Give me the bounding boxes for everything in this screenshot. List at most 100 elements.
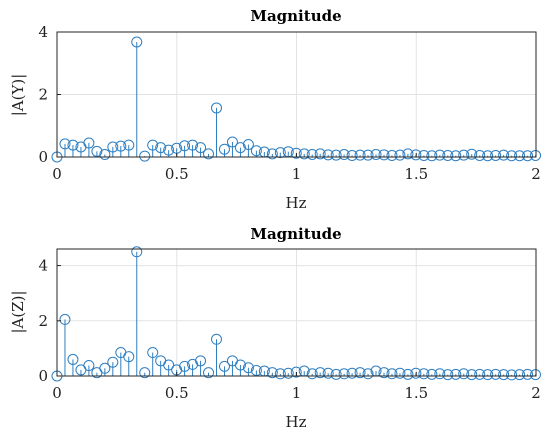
stem-marker: [466, 148, 478, 160]
stem-marker: [338, 368, 350, 380]
stem-marker: [139, 367, 151, 379]
stem-marker: [211, 102, 223, 114]
stem-marker: [163, 359, 175, 371]
stem-marker: [354, 149, 366, 161]
x-tick-label: 0.5: [165, 165, 189, 183]
subplot-bottom: Magnitude 0 0.5 1 1.5 2 0 2 4 Hz |A(Z)|: [9, 225, 542, 431]
stem-marker: [290, 366, 302, 378]
stem-marker: [107, 141, 119, 153]
stem-marker: [250, 145, 262, 157]
stem-marker: [67, 139, 79, 151]
stem-marker: [466, 369, 478, 381]
y-tick-label: 2: [38, 86, 48, 104]
stem-marker: [242, 139, 254, 150]
stem-marker: [370, 149, 382, 160]
stem-marker: [474, 149, 486, 161]
stem-marker: [410, 367, 422, 379]
stem-marker: [506, 369, 518, 381]
stem-marker: [147, 347, 159, 359]
stem-marker: [314, 367, 326, 379]
stem-marker: [458, 149, 470, 161]
stem-marker: [386, 368, 398, 380]
stem-marker: [226, 136, 238, 148]
stem-marker: [346, 149, 358, 161]
stem-marker: [195, 142, 207, 154]
stem-marker: [274, 147, 286, 159]
stem-marker: [266, 367, 278, 379]
stem-marker: [115, 140, 127, 152]
stem-marker: [155, 142, 167, 154]
stem-marker: [187, 139, 199, 151]
stem-marker: [402, 368, 414, 380]
stem-marker: [290, 147, 302, 159]
x-tick-label: 1: [292, 384, 302, 402]
stem-marker: [482, 150, 494, 162]
stem-marker: [362, 368, 374, 380]
stem-marker: [322, 367, 334, 379]
x-tick-label: 2: [531, 165, 541, 183]
stem-marker: [203, 148, 215, 160]
y-tick-label: 0: [38, 148, 48, 166]
stem-marker: [330, 149, 342, 161]
chart-title-bottom: Magnitude: [250, 225, 341, 243]
stem-marker: [506, 150, 518, 162]
stem-marker: [474, 368, 486, 380]
stem-marker: [211, 333, 223, 345]
stem-marker: [266, 148, 278, 160]
stem-marker: [442, 149, 454, 161]
stem-marker: [442, 369, 454, 381]
grid-top: [56, 31, 537, 158]
stem-marker: [306, 149, 318, 160]
stem-marker: [490, 149, 502, 161]
ticks-bottom: 0 0.5 1 1.5 2 0 2 4: [38, 257, 540, 402]
stem-marker: [434, 368, 446, 380]
stem-marker: [362, 149, 374, 161]
stem-marker: [346, 367, 358, 379]
stem-marker: [306, 368, 318, 380]
stem-marker: [450, 150, 462, 162]
subplot-top: Magnitude 0 0.5 1 1.5 2 0 2 4 Hz |A(Y)|: [9, 7, 542, 212]
stem-marker: [179, 140, 191, 152]
stem-marker: [83, 360, 95, 372]
y-tick-label: 4: [38, 257, 48, 275]
stem-marker: [418, 368, 430, 380]
stem-marker: [131, 246, 143, 258]
stem-marker: [522, 368, 534, 380]
stem-marker: [139, 150, 151, 162]
stem-marker: [91, 145, 103, 157]
stem-marker: [458, 368, 470, 380]
x-axis-label-bottom: Hz: [286, 413, 307, 431]
stem-marker: [434, 149, 446, 161]
stem-marker: [322, 149, 334, 161]
stem-marker: [282, 367, 294, 379]
stem-series-bottom: [51, 246, 542, 382]
chart-title-top: Magnitude: [250, 7, 341, 25]
stem-marker: [242, 362, 254, 374]
y-tick-label: 0: [38, 367, 48, 385]
stem-marker: [514, 369, 526, 381]
stem-marker: [482, 369, 494, 381]
x-tick-label: 0: [52, 165, 62, 183]
stem-marker: [450, 368, 462, 380]
stem-marker: [330, 368, 342, 380]
stem-marker: [354, 367, 366, 379]
stem-marker: [426, 368, 438, 380]
stem-marker: [218, 143, 230, 155]
stem-marker: [123, 351, 135, 363]
y-tick-label: 4: [38, 23, 48, 41]
stem-marker: [218, 360, 230, 372]
stem-marker: [83, 137, 95, 149]
stem-marker: [59, 313, 71, 325]
stem-marker: [67, 353, 79, 365]
y-axis-label-top: |A(Y)|: [9, 74, 27, 117]
stem-marker: [59, 138, 71, 150]
stem-marker: [498, 149, 510, 161]
stem-marker: [386, 149, 398, 161]
stem-marker: [338, 149, 350, 160]
stem-marker: [99, 362, 111, 374]
stem-marker: [131, 36, 143, 48]
x-tick-label: 0: [52, 384, 62, 402]
stem-marker: [147, 139, 159, 151]
stem-marker: [250, 364, 262, 376]
stem-marker: [99, 149, 111, 160]
